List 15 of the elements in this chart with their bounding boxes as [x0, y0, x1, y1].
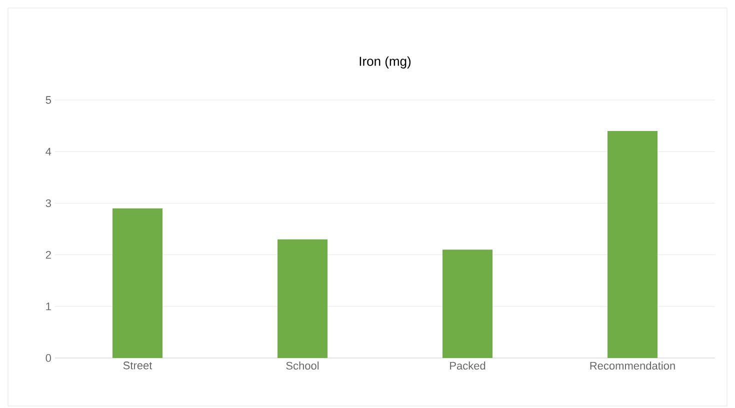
- bar: [278, 239, 328, 358]
- bar: [442, 250, 493, 358]
- bar: [608, 130, 658, 358]
- chart-title: Iron (mg): [360, 56, 411, 68]
- y-tick-label: 2: [46, 250, 51, 259]
- y-tick-label: 4: [46, 148, 52, 156]
- x-tick-label: Packed: [450, 362, 486, 370]
- bar: [112, 208, 163, 358]
- x-tick-label: School: [286, 362, 319, 370]
- y-tick-label: 1: [46, 302, 51, 310]
- x-tick-label: Street: [123, 362, 152, 370]
- y-tick-label: 0: [46, 354, 52, 362]
- y-tick-label: 5: [46, 96, 51, 104]
- x-tick-label: Recommendation: [590, 362, 675, 370]
- y-tick-label: 3: [46, 199, 51, 208]
